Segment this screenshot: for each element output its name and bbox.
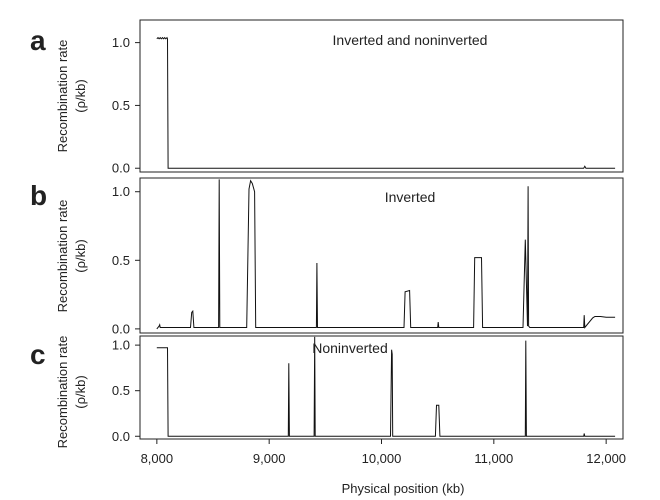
plot-frame [140,178,623,333]
y-tick-label: 0.0 [112,429,130,444]
x-tick-label: 12,000 [586,451,626,466]
y-tick-label: 0.0 [112,321,130,336]
series-line [157,38,615,169]
ylabel-line1: Recombination rate [55,336,70,449]
x-tick-label: 8,000 [141,451,174,466]
x-axis-label: Physical position (kb) [342,481,465,496]
x-tick-label: 11,000 [474,451,513,466]
ylabel-line2: (ρ/kb) [73,375,88,408]
ylabel-line1: Recombination rate [55,200,70,313]
panel-title: Noninverted [312,340,388,356]
y-axis: 0.0 0.5 1.0 [112,35,140,176]
x-tick-label: 10,000 [362,451,402,466]
panel-title: Inverted and noninverted [333,32,488,48]
y-tick-label: 0.5 [112,98,130,113]
ylabel-line2: (ρ/kb) [73,239,88,272]
y-tick-label: 1.0 [112,184,130,199]
y-tick-label: 0.0 [112,161,130,176]
ylabel-line1: Recombination rate [55,40,70,153]
y-axis: 0.0 0.5 1.0 [112,338,140,444]
y-axis: 0.0 0.5 1.0 [112,184,140,336]
panel-letter: a [30,25,46,56]
y-tick-label: 1.0 [112,35,130,50]
panel-letter: b [30,180,47,211]
x-axis: 8,000 9,000 10,000 11,000 12,000 [141,439,626,466]
y-tick-label: 0.5 [112,383,130,398]
panel-b: b Recombination rate (ρ/kb) 0.0 0.5 1.0 In… [30,178,623,336]
y-tick-label: 0.5 [112,253,130,268]
panel-a: a Recombination rate (ρ/kb) 0.0 0.5 1.0 In… [30,20,623,176]
ylabel-line2: (ρ/kb) [73,79,88,112]
x-tick-label: 9,000 [253,451,286,466]
panel-c: c Recombination rate (ρ/kb) 0.0 0.5 1.0 8,… [30,336,626,496]
panel-letter: c [30,339,46,370]
y-tick-label: 1.0 [112,338,130,353]
panel-title: Inverted [385,189,436,205]
